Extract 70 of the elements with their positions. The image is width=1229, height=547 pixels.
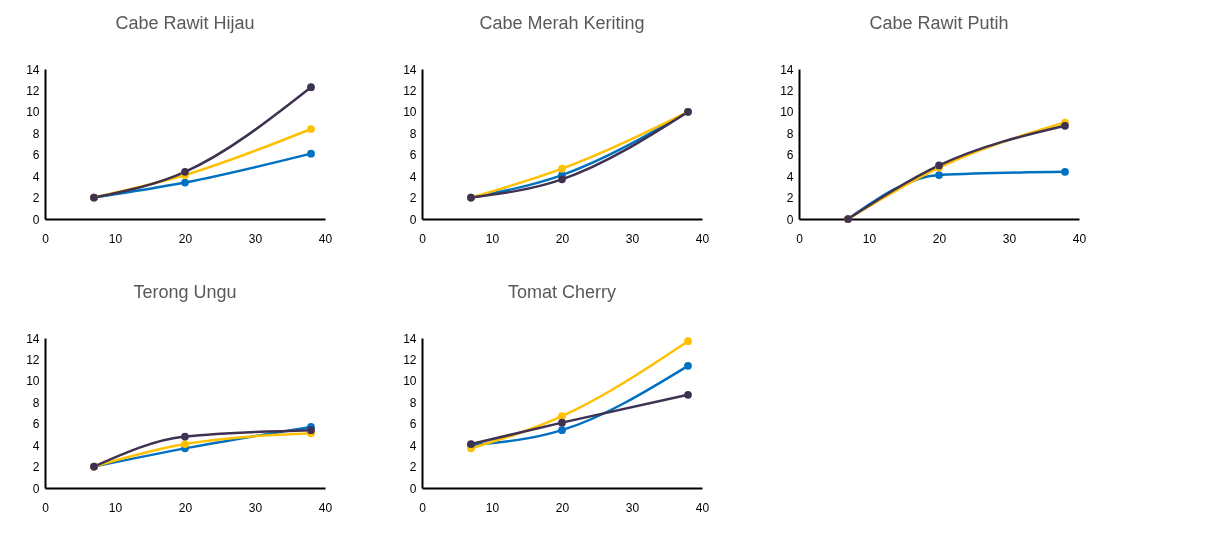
x-tick-label: 20 xyxy=(555,231,570,246)
y-tick-label: 0 xyxy=(32,212,40,227)
x-tick-label: 0 xyxy=(42,231,50,246)
y-tick-label: 8 xyxy=(786,126,794,141)
y-tick-label: 8 xyxy=(32,126,40,141)
x-tick-label: 0 xyxy=(419,231,427,246)
y-tick-label: 14 xyxy=(26,331,40,346)
y-tick-label: 6 xyxy=(32,417,40,432)
y-tick-label: 12 xyxy=(780,83,794,98)
y-tick-label: 4 xyxy=(32,169,40,184)
y-tick-label: 8 xyxy=(32,395,40,410)
y-tick-label: 12 xyxy=(403,83,417,98)
y-tick-label: 14 xyxy=(403,62,417,77)
x-tick-label: 10 xyxy=(108,231,123,246)
y-tick-label: 4 xyxy=(409,438,417,453)
y-tick-label: 6 xyxy=(786,148,794,163)
x-tick-label: 40 xyxy=(695,231,710,246)
y-tick-label: 4 xyxy=(32,438,40,453)
chart-title: Cabe Merah Keriting xyxy=(479,13,645,33)
x-tick-label: 10 xyxy=(485,231,500,246)
y-tick-label: 10 xyxy=(403,374,417,389)
chart-title: Cabe Rawit Hijau xyxy=(115,13,255,33)
y-tick-label: 0 xyxy=(409,212,417,227)
x-tick-label: 40 xyxy=(318,231,333,246)
chart-title: Cabe Rawit Putih xyxy=(869,13,1009,33)
y-tick-label: 2 xyxy=(409,460,417,475)
x-tick-label: 30 xyxy=(248,231,263,246)
y-tick-label: 10 xyxy=(26,105,40,120)
y-tick-label: 10 xyxy=(780,105,794,120)
x-tick-label: 20 xyxy=(178,231,193,246)
x-tick-label: 0 xyxy=(796,231,804,246)
y-tick-label: 12 xyxy=(403,352,417,367)
y-tick-label: 2 xyxy=(786,191,794,206)
chart-title: Tomat Cherry xyxy=(507,282,617,302)
y-tick-label: 4 xyxy=(409,169,417,184)
y-tick-label: 0 xyxy=(409,481,417,496)
x-tick-label: 20 xyxy=(178,500,193,515)
y-tick-label: 0 xyxy=(32,481,40,496)
x-tick-label: 10 xyxy=(108,500,123,515)
x-tick-label: 20 xyxy=(932,231,947,246)
y-tick-label: 12 xyxy=(26,83,40,98)
y-tick-label: 2 xyxy=(32,460,40,475)
x-tick-label: 0 xyxy=(42,500,50,515)
y-tick-label: 6 xyxy=(32,148,40,163)
y-tick-label: 14 xyxy=(780,62,794,77)
x-tick-label: 40 xyxy=(318,500,333,515)
y-tick-label: 2 xyxy=(409,191,417,206)
y-tick-label: 8 xyxy=(409,126,417,141)
y-tick-label: 0 xyxy=(786,212,794,227)
x-tick-label: 0 xyxy=(419,500,427,515)
y-tick-label: 14 xyxy=(403,331,417,346)
x-tick-label: 20 xyxy=(555,500,570,515)
x-tick-label: 30 xyxy=(625,231,640,246)
y-tick-label: 4 xyxy=(786,169,794,184)
x-tick-label: 10 xyxy=(862,231,877,246)
x-tick-label: 30 xyxy=(1002,231,1017,246)
x-tick-label: 10 xyxy=(485,500,500,515)
x-tick-label: 40 xyxy=(1072,231,1087,246)
y-tick-label: 2 xyxy=(32,191,40,206)
y-tick-label: 14 xyxy=(26,62,40,77)
y-tick-label: 10 xyxy=(403,105,417,120)
y-tick-label: 8 xyxy=(409,395,417,410)
y-tick-label: 6 xyxy=(409,417,417,432)
y-tick-label: 10 xyxy=(26,374,40,389)
x-tick-label: 30 xyxy=(625,500,640,515)
y-tick-label: 6 xyxy=(409,148,417,163)
x-tick-label: 30 xyxy=(248,500,263,515)
chart-title: Terong Ungu xyxy=(133,282,237,302)
x-tick-label: 40 xyxy=(695,500,710,515)
y-tick-label: 12 xyxy=(26,352,40,367)
